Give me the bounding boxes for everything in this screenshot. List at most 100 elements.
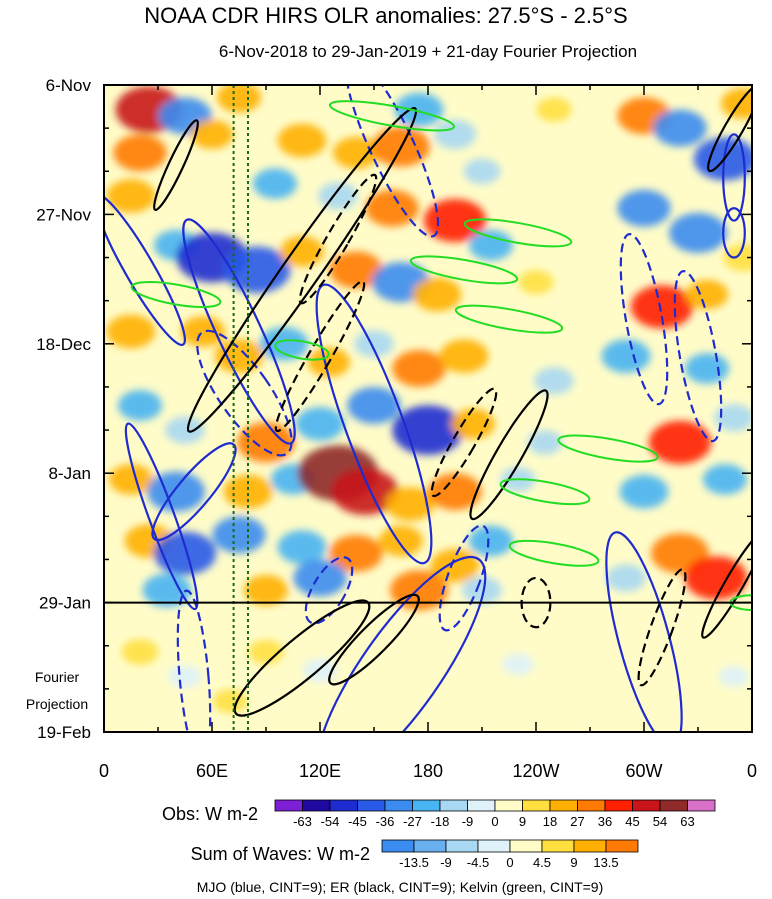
er-contour-16 (186, 106, 418, 433)
waves-legend-tick-label: -13.5 (399, 855, 429, 870)
kelvin-contour-35 (130, 281, 222, 308)
obs-legend: Obs: W m-2 -63 -54 -45 -36 -27 -18 -9 0 9 18 27 36 4… (162, 799, 716, 829)
anomaly-blob-58 (223, 474, 273, 509)
obs-legend-tick-label: -9 (462, 814, 474, 829)
anomaly-blob-80 (390, 570, 448, 611)
anomaly-blob-90 (718, 665, 750, 688)
anomaly-blob-45 (684, 353, 730, 384)
waves-legend-label: Sum of Waves: W m-2 (191, 844, 370, 864)
anomaly-blob-70 (277, 530, 327, 565)
er-contour-25 (430, 387, 498, 498)
anomaly-blob-3 (216, 85, 262, 113)
anomaly-blob-83 (121, 639, 159, 665)
obs-legend-tick-label: 9 (519, 814, 526, 829)
waves-legend: Sum of Waves: W m-2 -13.5 -9 -4.5 0 4.5 9 13.5 (191, 839, 639, 870)
projection-label-line1: Fourier (35, 669, 80, 685)
anomaly-blob-8 (394, 92, 444, 127)
anomaly-blob-11 (536, 97, 572, 122)
obs-legend-swatch-15 (687, 799, 716, 812)
waves-legend-tick-label: -9 (440, 855, 452, 870)
anomaly-blob-17 (252, 168, 298, 199)
mjo-contour-1 (151, 442, 237, 542)
mjo-contour-11 (619, 233, 669, 406)
waves-legend-swatch-1 (413, 839, 447, 853)
anomaly-blob-74 (468, 525, 514, 557)
kelvin-contour-36 (274, 339, 330, 361)
obs-legend-tick-label: -36 (376, 814, 395, 829)
anomaly-blob-69 (212, 516, 266, 554)
anomaly-blob-20 (423, 198, 487, 243)
anomaly-blob-81 (462, 576, 502, 605)
anomaly-blob-1 (113, 134, 167, 172)
anomaly-blob-57 (147, 471, 205, 512)
anomaly-blob-16 (106, 179, 156, 213)
anomaly-blob-34 (685, 279, 729, 310)
obs-legend-tick-label: -27 (403, 814, 422, 829)
x-tick-label: 0 (99, 761, 109, 781)
anomaly-blob-56 (108, 464, 154, 495)
y-tick-label: 6-Nov (46, 76, 92, 95)
anomaly-blob-53 (527, 430, 563, 455)
obs-legend-swatch-4 (384, 799, 413, 812)
anomaly-blob-71 (329, 534, 383, 572)
obs-legend-tick-label: 27 (570, 814, 584, 829)
chart-title: NOAA CDR HIRS OLR anomalies: 27.5°S - 2.… (144, 3, 627, 28)
waves-legend-swatch-2 (445, 839, 479, 853)
footer-note: MJO (blue, CINT=9); ER (black, CINT=9); … (197, 879, 604, 895)
y-axis: 6-Nov 27-Nov 18-Dec 8-Jan 29-Jan 19-Feb (36, 76, 752, 742)
obs-legend-swatch-11 (577, 799, 606, 812)
obs-legend-swatch-13 (632, 799, 661, 812)
kelvin-contour-33 (499, 478, 591, 506)
kelvin-contour-32 (557, 434, 659, 463)
mjo-contour-6 (605, 531, 683, 732)
anomaly-blob-91 (212, 689, 248, 714)
y-tick-label: 8-Jan (48, 464, 91, 483)
mjo-contour-15 (304, 556, 354, 625)
obs-legend-swatch-7 (467, 799, 496, 812)
obs-legend-swatch-0 (274, 799, 303, 812)
waves-legend-swatch-4 (509, 839, 543, 853)
mjo-contour-4 (315, 283, 433, 565)
anomaly-blob-37 (214, 339, 264, 373)
anomaly-blob-76 (684, 556, 748, 600)
obs-legend-tick-label: -63 (293, 814, 312, 829)
obs-legend-swatch-9 (522, 799, 551, 812)
anomaly-blob-77 (142, 573, 192, 608)
anomaly-blob-42 (439, 339, 489, 373)
obs-legend-swatch-5 (412, 799, 441, 812)
chart-subtitle: 6-Nov-2018 to 29-Jan-2019 + 21-day Fouri… (219, 42, 637, 61)
anomaly-blob-29 (329, 251, 383, 289)
anomaly-blob-62 (385, 487, 435, 521)
er-contour-24 (298, 173, 378, 305)
anomaly-blob-21 (468, 229, 514, 261)
x-tick-label: 0 (747, 761, 757, 781)
mjo-contour-8 (722, 133, 746, 222)
er-contour-20 (701, 529, 752, 639)
obs-legend-tick-label: -54 (321, 814, 340, 829)
er-contour-23 (274, 280, 366, 433)
waves-legend-tick-label: 13.5 (593, 855, 618, 870)
anomaly-field (106, 85, 752, 714)
obs-legend-tick-label: 0 (491, 814, 498, 829)
obs-legend-swatch-1 (302, 799, 331, 812)
anomaly-blob-23 (669, 212, 727, 253)
anomaly-blob-40 (354, 330, 394, 358)
obs-legend-label: Obs: W m-2 (162, 804, 258, 824)
anomaly-blob-28 (279, 236, 325, 267)
er-contour-19 (469, 389, 549, 521)
anomaly-blob-63 (428, 473, 482, 511)
anomaly-blob-4 (190, 119, 234, 149)
anomaly-blob-84 (168, 665, 202, 689)
mjo-contour-0 (124, 422, 199, 611)
anomaly-blob-32 (518, 270, 554, 295)
anomaly-blob-65 (619, 474, 669, 509)
obs-legend-tick-label: 54 (653, 814, 667, 829)
x-tick-label: 120E (299, 761, 341, 781)
x-tick-label: 60W (625, 761, 662, 781)
anomaly-blob-78 (243, 574, 289, 606)
anomaly-blob-61 (331, 468, 399, 515)
mjo-contour-10 (196, 329, 293, 457)
waves-legend-swatch-0 (381, 839, 415, 853)
waves-legend-swatch-5 (541, 839, 575, 853)
